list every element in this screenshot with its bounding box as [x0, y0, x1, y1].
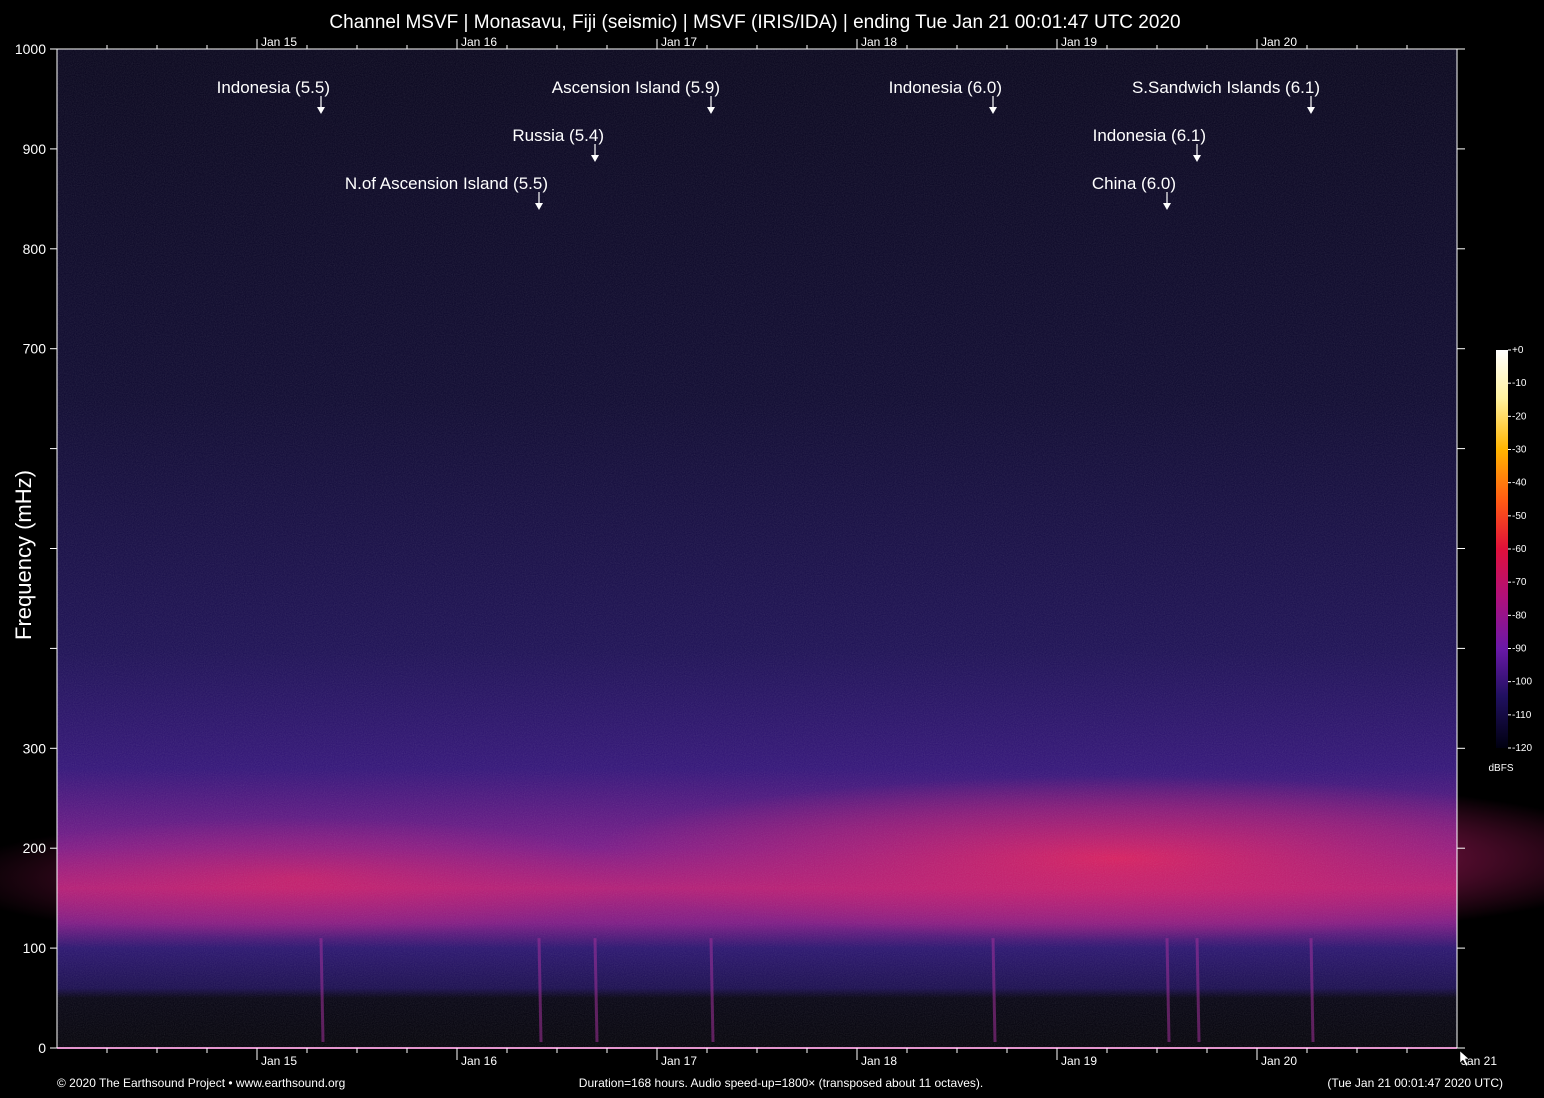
footer-copyright: © 2020 The Earthsound Project • www.eart… [57, 1076, 345, 1090]
event-annotation: Indonesia (6.1) [1093, 126, 1206, 162]
event-streak [709, 938, 715, 1043]
arrow-down-icon [535, 203, 543, 210]
event-streak [991, 938, 997, 1043]
y-tick-label: 300 [23, 740, 47, 756]
event-annotation: N.of Ascension Island (5.5) [345, 174, 548, 210]
y-tick-label: 200 [23, 840, 47, 856]
y-tick-label: 0 [38, 1040, 46, 1056]
event-label: Ascension Island (5.9) [552, 78, 720, 97]
footer-duration: Duration=168 hours. Audio speed-up=1800×… [579, 1076, 983, 1090]
arrow-down-icon [1307, 107, 1315, 114]
event-streak [593, 938, 599, 1043]
y-tick-label: 800 [23, 241, 47, 257]
spectrogram-image [0, 49, 1544, 1049]
x-top-tick-label: Jan 20 [1261, 35, 1297, 49]
colorbar-tick-label: -60 [1512, 544, 1527, 555]
event-streak [1165, 938, 1171, 1043]
event-annotation: Ascension Island (5.9) [552, 78, 720, 114]
x-tick-label: Jan 20 [1261, 1054, 1297, 1068]
event-label: N.of Ascension Island (5.5) [345, 174, 548, 193]
event-label: Russia (5.4) [512, 126, 604, 145]
x-tick-label: Jan 17 [661, 1054, 697, 1068]
y-axis-label: Frequency (mHz) [11, 470, 36, 640]
colorbar-tick-label: -40 [1512, 478, 1527, 489]
x-top-tick-label: Jan 17 [661, 35, 697, 49]
colorbar-tick-label: +0 [1512, 345, 1524, 356]
colorbar-tick-label: -90 [1512, 644, 1527, 655]
colorbar-gradient [1496, 350, 1508, 748]
arrow-down-icon [317, 107, 325, 114]
event-streaks [319, 938, 1315, 1043]
x-top-tick-label: Jan 16 [461, 35, 497, 49]
x-tick-label: Jan 16 [461, 1054, 497, 1068]
event-label: Indonesia (6.0) [889, 78, 1002, 97]
event-annotation: Indonesia (6.0) [889, 78, 1002, 114]
arrow-down-icon [1163, 203, 1171, 210]
colorbar-tick-label: -30 [1512, 445, 1527, 456]
event-label: Indonesia (5.5) [217, 78, 330, 97]
event-annotation: China (6.0) [1092, 174, 1176, 210]
colorbar-unit: dBFS [1488, 763, 1513, 774]
colorbar-tick-label: -100 [1512, 677, 1532, 688]
y-tick-label: 1000 [15, 41, 46, 57]
axes: 0 100 200 300 700 800 900 1000 Jan 15 Jan 16 Jan 1… [15, 35, 1498, 1068]
arrow-down-icon [591, 155, 599, 162]
event-streak [319, 938, 325, 1043]
spectrogram-noise [57, 49, 1457, 1048]
event-streak [1195, 938, 1201, 1043]
y-tick-label: 900 [23, 141, 47, 157]
chart-title: Channel MSVF | Monasavu, Fiji (seismic) … [329, 12, 1180, 33]
arrow-down-icon [989, 107, 997, 114]
arrow-down-icon [707, 107, 715, 114]
event-annotation: Indonesia (5.5) [217, 78, 330, 114]
event-streak [1309, 938, 1315, 1043]
x-top-tick-label: Jan 15 [261, 35, 297, 49]
cursor-icon [1459, 1050, 1470, 1067]
event-annotations: Indonesia (5.5) Ascension Island (5.9) Ind… [217, 78, 1320, 210]
event-annotation: Russia (5.4) [512, 126, 604, 162]
colorbar-tick-label: -50 [1512, 511, 1527, 522]
x-tick-label: Jan 15 [261, 1054, 297, 1068]
colorbar-tick-label: -80 [1512, 610, 1527, 621]
event-label: Indonesia (6.1) [1093, 126, 1206, 145]
y-tick-label: 700 [23, 341, 47, 357]
colorbar-tick-label: -10 [1512, 378, 1527, 389]
colorbar: +0 -10 -20 -30 -40 -50 -60 -70 -80 -90 -100 -110 -12… [1488, 345, 1532, 774]
x-tick-label: Jan 21 [1461, 1054, 1497, 1068]
x-tick-label: Jan 19 [1061, 1054, 1097, 1068]
y-tick-label: 100 [23, 940, 47, 956]
colorbar-tick-label: -70 [1512, 577, 1527, 588]
event-label: China (6.0) [1092, 174, 1176, 193]
colorbar-tick-label: -110 [1512, 710, 1532, 721]
event-annotation: S.Sandwich Islands (6.1) [1132, 78, 1320, 114]
event-label: S.Sandwich Islands (6.1) [1132, 78, 1320, 97]
colorbar-tick-label: -20 [1512, 411, 1527, 422]
x-top-tick-label: Jan 19 [1061, 35, 1097, 49]
x-tick-label: Jan 18 [861, 1054, 897, 1068]
colorbar-tick-label: -120 [1512, 743, 1532, 754]
arrow-down-icon [1193, 155, 1201, 162]
x-top-tick-label: Jan 18 [861, 35, 897, 49]
footer-timestamp: (Tue Jan 21 00:01:47 2020 UTC) [1327, 1076, 1503, 1090]
event-streak [537, 938, 543, 1043]
